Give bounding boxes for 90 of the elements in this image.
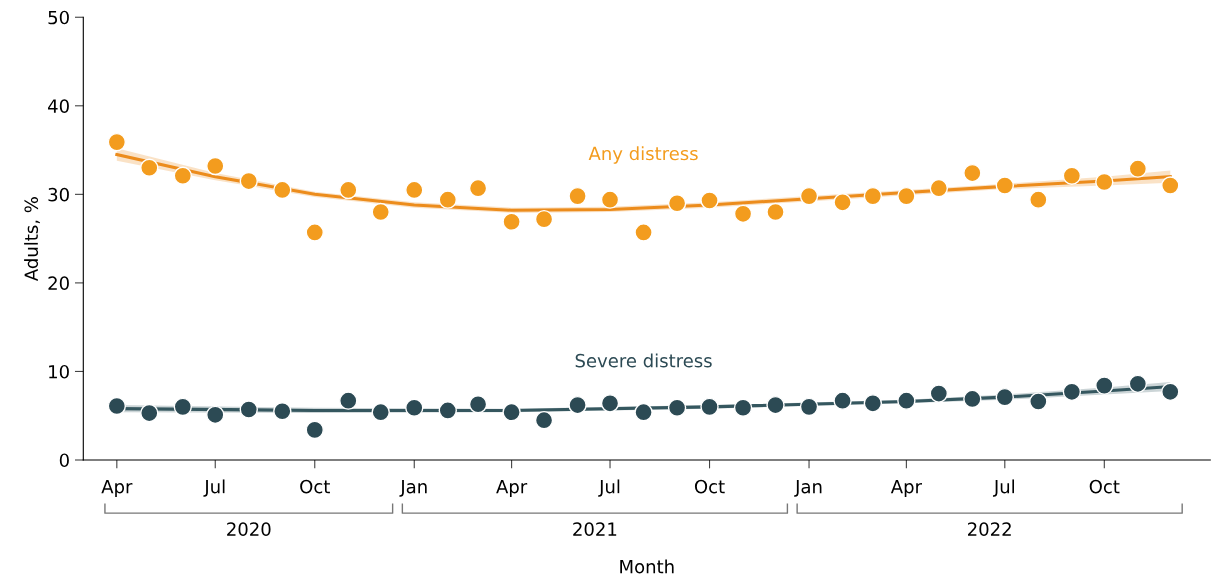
point	[239, 171, 258, 191]
point	[371, 202, 390, 222]
point	[1161, 176, 1180, 195]
text: 2022	[968, 522, 1011, 536]
y-tick-label: 50	[48, 10, 69, 25]
point	[568, 186, 587, 206]
point	[799, 186, 819, 206]
point	[468, 178, 488, 198]
point	[1095, 376, 1114, 395]
point	[963, 389, 982, 409]
point	[667, 194, 687, 213]
point	[600, 394, 620, 413]
point	[863, 186, 883, 206]
point	[140, 403, 159, 423]
point	[1128, 159, 1148, 178]
point	[995, 176, 1015, 195]
point	[766, 395, 785, 415]
point	[502, 212, 521, 232]
x-tick-label: Apr	[101, 480, 133, 497]
point	[667, 398, 687, 417]
x-tick-label: Jan	[399, 480, 427, 497]
point	[733, 398, 753, 417]
point	[1161, 382, 1180, 402]
y-axis-title: Adults, %	[24, 197, 40, 282]
point	[1128, 374, 1148, 394]
point	[173, 166, 193, 185]
point	[733, 204, 753, 224]
point	[206, 156, 225, 176]
point	[700, 191, 719, 210]
series-label: Severe distress	[575, 353, 712, 368]
point	[273, 180, 292, 200]
x-tick-label: Oct	[1089, 479, 1120, 494]
x-tick-label: Apr	[496, 480, 528, 497]
y-tick-label: 0	[59, 453, 69, 468]
point	[239, 400, 258, 419]
point	[339, 180, 358, 200]
y-tick-label: 10	[49, 364, 69, 379]
point	[339, 391, 358, 410]
point	[206, 405, 225, 425]
point	[405, 398, 424, 417]
x-tick-label: Oct	[694, 479, 725, 494]
series-label: Any distress	[588, 146, 698, 164]
point	[405, 180, 424, 200]
point	[305, 420, 324, 440]
point	[568, 395, 587, 415]
y-tick-label: 20	[48, 276, 69, 291]
point	[600, 190, 620, 209]
x-tick-label: Jan	[794, 480, 822, 497]
x-tick-label: Oct	[300, 479, 330, 494]
point	[833, 193, 852, 212]
point	[468, 395, 488, 414]
point	[107, 132, 127, 152]
point	[897, 186, 916, 206]
point	[438, 190, 457, 209]
point	[173, 397, 193, 417]
text: 2021	[573, 522, 617, 536]
point	[929, 384, 949, 403]
point	[700, 397, 719, 417]
point	[863, 394, 883, 413]
x-tick-label: Jul	[203, 479, 225, 497]
x-axis-title: Month	[620, 559, 674, 574]
point	[929, 178, 949, 198]
point	[634, 402, 653, 422]
point	[1062, 166, 1082, 185]
text: 2020	[227, 522, 271, 536]
x-tick-label: Jul	[598, 479, 620, 497]
point	[107, 396, 127, 416]
point	[1095, 172, 1114, 192]
x-tick-label: Jul	[992, 479, 1014, 497]
point	[963, 163, 982, 183]
y-tick-label: 40	[48, 99, 69, 113]
point	[1062, 382, 1082, 402]
point	[305, 223, 324, 242]
point	[273, 402, 292, 421]
point	[534, 209, 554, 229]
y-tick-label: 30	[48, 187, 69, 202]
point	[534, 410, 554, 430]
point	[1029, 190, 1048, 209]
x-tick-label: Apr	[890, 480, 922, 497]
point	[502, 402, 521, 422]
point	[833, 391, 852, 410]
point	[1029, 392, 1048, 411]
point	[438, 401, 457, 420]
point	[799, 397, 819, 417]
point	[897, 391, 916, 410]
point	[634, 223, 653, 242]
point	[140, 158, 159, 177]
point	[766, 202, 785, 222]
point	[371, 402, 390, 422]
point	[995, 387, 1015, 407]
